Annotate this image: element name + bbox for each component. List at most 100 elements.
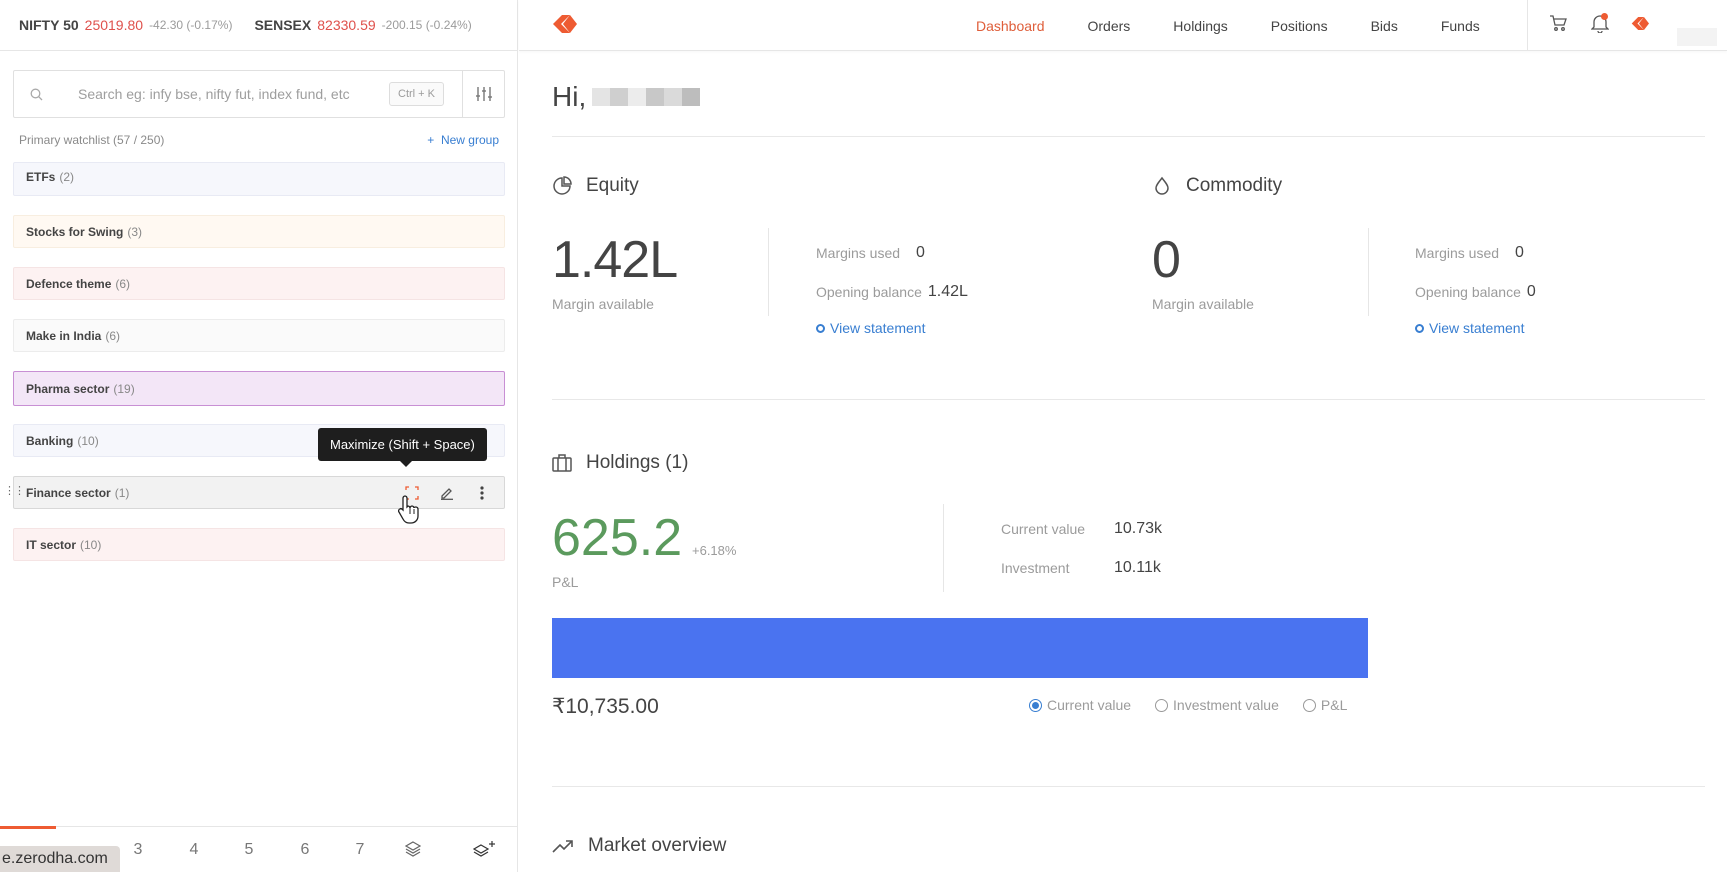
commodity-title: Commodity [1186, 175, 1283, 196]
holdings-title: Holdings (1) [586, 452, 689, 473]
trend-up-icon [552, 840, 573, 853]
group-name: IT sector [26, 537, 77, 552]
group-name: ETFs [26, 170, 56, 184]
nav-positions[interactable]: Positions [1270, 17, 1328, 34]
edit-icon[interactable] [429, 486, 464, 500]
divider [552, 399, 1705, 400]
page-4[interactable]: 4 [189, 841, 199, 858]
watchlist-group-etfs[interactable]: ETFs (2) [13, 162, 505, 196]
watchlist-title: Primary watchlist (57 / 250) [19, 133, 165, 147]
watchlist-group-defence[interactable]: Defence theme (6) [13, 267, 505, 300]
equity-margin-available-label: Margin available [552, 296, 654, 312]
equity-section-title: Equity [552, 175, 639, 197]
commodity-margins-used: Margins used 0 [1415, 244, 1524, 262]
maximize-icon[interactable] [394, 485, 429, 500]
nifty-value: 25019.80 [84, 17, 144, 33]
top-navigation: Dashboard Orders Holdings Positions Bids… [519, 0, 1727, 51]
nav-dashboard[interactable]: Dashboard [976, 17, 1045, 34]
filter-icon[interactable] [462, 71, 504, 117]
more-options-icon[interactable] [464, 485, 499, 500]
nifty-change: -42.30 (-0.17%) [149, 18, 233, 32]
page-7[interactable]: 7 [355, 841, 365, 858]
notification-dot [1601, 13, 1608, 20]
watchlist-group-make-in-india[interactable]: Make in India (6) [13, 319, 505, 352]
cart-icon[interactable] [1549, 14, 1567, 37]
commodity-view-statement-link[interactable]: View statement [1415, 320, 1524, 336]
group-count: (10) [77, 433, 99, 448]
holdings-pnl-percent: +6.18% [692, 543, 737, 558]
commodity-opening-balance: Opening balance 0 [1415, 283, 1536, 301]
value: 10.11k [1114, 559, 1161, 576]
nifty-name: NIFTY 50 [19, 17, 79, 33]
nav-holdings[interactable]: Holdings [1173, 17, 1228, 34]
sensex-change: -200.15 (-0.24%) [381, 18, 472, 32]
nav-orders[interactable]: Orders [1087, 17, 1131, 34]
divider [552, 786, 1705, 787]
search-box: Ctrl + K [13, 70, 505, 118]
search-input[interactable] [58, 71, 390, 117]
sensex-ticker[interactable]: SENSEX 82330.59 -200.15 (-0.24%) [254, 17, 471, 33]
watchlist-group-it[interactable]: IT sector (10) [13, 528, 505, 561]
new-group-link[interactable]: + New group [427, 133, 499, 147]
watchlist-group-pharma[interactable]: Pharma sector (19) [13, 371, 505, 406]
value: 0 [1526, 283, 1536, 300]
group-name: Make in India [26, 328, 102, 343]
value: 1.42L [927, 283, 968, 300]
radio-button[interactable] [1029, 698, 1042, 712]
market-overview-section-title: Market overview [552, 835, 726, 857]
user-avatar[interactable] [1677, 28, 1717, 46]
radio-button[interactable] [1155, 698, 1169, 712]
group-actions [394, 476, 499, 509]
divider [1368, 228, 1369, 316]
holdings-current-value: Current value 10.73k [1001, 520, 1162, 538]
layers-icon[interactable] [404, 841, 422, 862]
notification-bell-icon[interactable] [1590, 13, 1610, 38]
page-3[interactable]: 3 [133, 841, 143, 858]
main-nav: Dashboard Orders Holdings Positions Bids… [976, 0, 1523, 51]
nav-bids[interactable]: Bids [1370, 17, 1398, 34]
nav-funds[interactable]: Funds [1440, 17, 1480, 34]
group-count: (6) [115, 276, 131, 291]
radio-label: Investment value [1173, 697, 1279, 713]
watchlist-group-swing[interactable]: Stocks for Swing (3) [13, 215, 505, 248]
value: 0 [1515, 244, 1524, 261]
greeting: Hi, [552, 81, 701, 113]
group-count: (2) [59, 170, 75, 184]
watchlist-group-finance[interactable]: Finance sector (1) [13, 476, 505, 509]
page-5[interactable]: 5 [244, 841, 254, 858]
watchlist-pager: 3 4 5 6 7 [0, 826, 518, 872]
divider [552, 136, 1705, 137]
holdings-bar-value: ₹10,735.00 [552, 695, 659, 718]
holdings-value-bar[interactable] [552, 618, 1368, 678]
kite-logo-icon[interactable] [552, 15, 577, 38]
divider [943, 504, 944, 592]
commodity-margin-available-label: Margin available [1152, 296, 1254, 312]
redacted-username [592, 88, 701, 106]
maximize-tooltip: Maximize (Shift + Space) [318, 428, 487, 467]
holdings-pnl-label: P&L [552, 574, 579, 590]
radio-pnl[interactable]: P&L [1302, 697, 1348, 713]
radio-current-value[interactable]: Current value [1029, 697, 1131, 713]
search-icon [14, 88, 58, 101]
radio-label: P&L [1320, 697, 1348, 713]
add-watchlist-icon[interactable] [472, 841, 495, 864]
drop-icon [1155, 176, 1169, 195]
label: Margins used [1415, 245, 1500, 261]
label: Current value [1001, 521, 1086, 537]
drag-handle-icon[interactable]: ⋮⋮ [4, 485, 25, 497]
market-overview-title: Market overview [588, 835, 727, 856]
radio-investment-value[interactable]: Investment value [1155, 697, 1279, 713]
equity-title: Equity [586, 175, 639, 196]
equity-view-statement-link[interactable]: View statement [816, 320, 925, 336]
page-6[interactable]: 6 [300, 841, 310, 858]
nav-divider [1527, 0, 1528, 51]
briefcase-icon [552, 454, 572, 472]
value: 10.73k [1114, 520, 1163, 537]
radio-button[interactable] [1302, 698, 1316, 712]
holdings-section-title[interactable]: Holdings (1) [552, 452, 688, 474]
label: Investment [1001, 560, 1070, 576]
status-url: e.zerodha.com [0, 846, 120, 872]
nifty-ticker[interactable]: NIFTY 50 25019.80 -42.30 (-0.17%) [19, 17, 232, 33]
bullet-icon [816, 323, 825, 333]
equity-margins-used: Margins used 0 [816, 244, 925, 262]
